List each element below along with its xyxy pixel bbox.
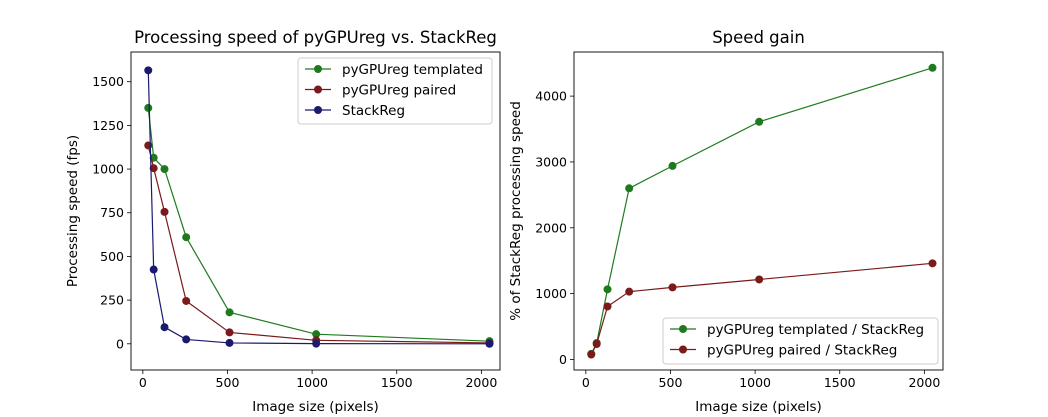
chart-title: Speed gain — [712, 28, 805, 47]
x-tick-label: 1500 — [381, 375, 413, 390]
y-tick-label: 4000 — [535, 89, 567, 104]
x-tick-label: 500 — [659, 375, 683, 390]
series-line — [590, 67, 933, 355]
x-tick-label: 500 — [216, 375, 240, 390]
y-tick-label: 3000 — [535, 154, 567, 169]
y-tick-label: 2000 — [535, 220, 567, 235]
plot-frame — [573, 51, 944, 371]
data-point — [149, 164, 158, 173]
legend: pyGPUreg templated / StackReg pyGPUreg pa… — [662, 317, 939, 365]
legend-marker — [314, 85, 322, 94]
y-axis-label: % of StackReg processing speed — [508, 101, 524, 321]
x-tick-label: 2000 — [908, 375, 940, 390]
legend-entry: pyGPUreg templated / StackReg — [707, 322, 924, 338]
data-point — [144, 66, 153, 75]
data-point — [755, 117, 764, 126]
legend: pyGPUreg templated pyGPUreg paired StackRe… — [297, 57, 493, 125]
y-tick-label: 1500 — [92, 74, 124, 89]
series-stackreg — [144, 66, 494, 348]
series-pygpureg-paired-stackreg — [587, 259, 937, 359]
legend-marker — [679, 325, 687, 333]
legend-entry: pyGPUreg paired / StackReg — [707, 343, 897, 359]
legend-marker — [314, 65, 322, 73]
legend-entry: pyGPUreg templated — [342, 62, 483, 78]
data-point — [182, 296, 191, 305]
y-tick-label: 0 — [116, 336, 124, 351]
x-tick-label: 1000 — [296, 375, 328, 390]
legend-box — [297, 57, 493, 125]
data-point — [182, 335, 191, 344]
data-point — [625, 287, 634, 296]
y-axis-label: Processing speed (fps) — [65, 135, 81, 287]
x-tick-label: 2000 — [465, 375, 497, 390]
y-tick-label: 750 — [100, 205, 124, 220]
data-point — [160, 323, 169, 332]
data-point — [144, 141, 153, 150]
data-point — [625, 184, 634, 193]
series-pygpureg-templated-stackreg — [587, 63, 937, 358]
legend-entry: pyGPUreg paired — [342, 83, 456, 99]
y-tick-label: 0 — [559, 352, 567, 367]
y-tick-label: 250 — [100, 293, 124, 308]
y-tick-label: 1000 — [535, 286, 567, 301]
data-point — [160, 165, 169, 174]
series-line — [147, 145, 490, 344]
data-point — [928, 259, 937, 268]
y-tick-label: 1250 — [92, 118, 124, 133]
data-point — [144, 103, 153, 112]
data-point — [587, 350, 596, 359]
data-point — [149, 265, 158, 274]
data-point — [603, 302, 612, 311]
x-tick-label: 1500 — [824, 375, 856, 390]
series-line — [147, 107, 490, 342]
y-tick-label: 500 — [100, 249, 124, 264]
data-point — [668, 283, 677, 292]
plot-frame — [130, 51, 501, 371]
legend-box — [662, 317, 939, 365]
x-axis-label: Image size (pixels) — [252, 399, 379, 415]
x-tick-label: 0 — [139, 375, 147, 390]
chart-1: Processing speed of pyGPUreg vs. StackRe… — [65, 28, 501, 415]
x-axis-label: Image size (pixels) — [695, 399, 822, 415]
data-point — [225, 338, 234, 347]
data-point — [312, 339, 321, 348]
x-tick-label: 0 — [582, 375, 590, 390]
data-point — [603, 285, 612, 294]
data-point — [312, 330, 321, 339]
data-point — [182, 233, 191, 242]
data-point — [225, 328, 234, 337]
y-tick-label: 1000 — [92, 162, 124, 177]
data-point — [668, 161, 677, 170]
data-point — [485, 339, 494, 348]
data-point — [225, 308, 234, 317]
chart-title: Processing speed of pyGPUreg vs. StackRe… — [134, 28, 497, 47]
data-point — [928, 63, 937, 72]
legend-marker — [314, 106, 322, 114]
data-point — [755, 275, 764, 284]
data-point — [592, 339, 601, 348]
x-tick-label: 1000 — [739, 375, 771, 390]
legend-entry: StackReg — [342, 103, 405, 119]
legend-marker — [679, 345, 687, 354]
data-point — [160, 207, 169, 216]
series-pygpureg-paired — [144, 141, 494, 347]
chart-2: Speed gain 0 500 1000 1500 2000 0 1000 2000 3000 4… — [508, 28, 944, 415]
